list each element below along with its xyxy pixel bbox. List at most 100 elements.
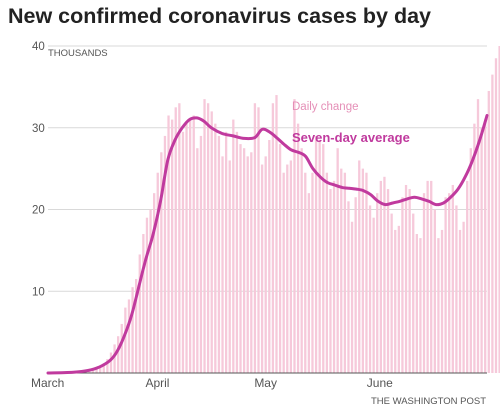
daily-bar <box>131 287 134 373</box>
daily-bar <box>466 180 469 373</box>
daily-bar <box>408 189 411 373</box>
daily-bar <box>95 368 98 373</box>
y-tick-labels: 10 20 30 40 <box>32 41 45 298</box>
daily-bar <box>178 103 181 373</box>
daily-bar <box>422 193 426 373</box>
daily-bar <box>282 172 285 373</box>
daily-bar <box>444 197 447 373</box>
daily-bar <box>415 234 418 373</box>
daily-bar <box>487 90 490 374</box>
daily-bar <box>278 144 282 373</box>
daily-bar <box>311 172 314 373</box>
daily-bar <box>264 156 267 373</box>
daily-bar <box>430 180 433 373</box>
x-tick-labels: March April May June <box>31 376 393 390</box>
daily-bar <box>401 197 404 373</box>
daily-bar <box>332 180 336 373</box>
daily-bar <box>160 152 163 373</box>
daily-change-bars <box>48 46 500 374</box>
daily-bar <box>361 168 365 373</box>
daily-bar <box>145 217 149 373</box>
daily-bar <box>117 336 120 373</box>
daily-bar <box>109 352 113 373</box>
daily-bar <box>394 229 397 373</box>
daily-bar <box>325 172 329 373</box>
daily-bar <box>293 99 296 373</box>
daily-bar <box>343 172 347 373</box>
daily-bar <box>268 140 271 373</box>
daily-bar <box>185 123 188 373</box>
daily-bar <box>239 144 242 373</box>
daily-bar <box>113 344 116 373</box>
daily-bar <box>210 111 213 374</box>
daily-bar <box>232 119 235 373</box>
daily-bar <box>491 74 494 374</box>
daily-bar <box>163 135 167 373</box>
daily-bar <box>174 107 177 373</box>
daily-bar <box>253 103 257 373</box>
source-credit: THE WASHINGTON POST <box>371 396 486 407</box>
daily-bar <box>368 205 372 373</box>
daily-bar <box>181 131 185 373</box>
daily-bar <box>448 193 451 373</box>
daily-bar <box>397 225 400 373</box>
daily-bar <box>286 164 289 373</box>
daily-bar <box>214 123 217 373</box>
daily-bar <box>224 131 228 373</box>
x-tick-label: March <box>31 376 64 390</box>
daily-bar <box>228 160 231 373</box>
daily-bar <box>221 156 224 373</box>
daily-bar <box>206 103 210 373</box>
daily-bar <box>390 213 393 373</box>
daily-bar <box>473 123 476 373</box>
daily-bar <box>289 160 293 373</box>
daily-bar <box>451 184 454 373</box>
daily-bar <box>188 119 192 373</box>
daily-bar <box>455 205 458 373</box>
daily-bar <box>340 168 343 373</box>
daily-bar <box>138 254 141 373</box>
daily-bar <box>120 323 123 373</box>
y-unit-label: THOUSANDS <box>48 48 108 59</box>
daily-bar <box>142 234 145 373</box>
daily-bar <box>127 299 131 373</box>
daily-bar <box>192 115 195 374</box>
daily-bar <box>433 209 436 373</box>
daily-bar <box>153 193 156 373</box>
daily-bar <box>275 95 278 374</box>
daily-bar <box>440 229 444 373</box>
y-tick-label: 30 <box>32 123 45 135</box>
daily-bar <box>476 99 480 373</box>
daily-bar <box>156 172 159 373</box>
daily-bar <box>307 193 311 373</box>
daily-bar <box>484 119 487 373</box>
daily-bar <box>242 148 246 373</box>
seven-day-average-label: Seven-day average <box>292 130 410 145</box>
daily-bar <box>106 359 109 373</box>
daily-bar <box>462 221 465 373</box>
daily-bar <box>365 172 368 373</box>
chart-title: New confirmed coronavirus cases by day <box>8 4 431 28</box>
daily-bar <box>99 366 102 373</box>
y-tick-label: 40 <box>32 41 45 53</box>
daily-bar <box>170 119 174 373</box>
daily-bar <box>322 144 325 373</box>
daily-bar <box>419 238 422 373</box>
daily-bar <box>498 46 500 373</box>
x-tick-label: April <box>145 376 169 390</box>
daily-bar <box>329 189 332 373</box>
daily-bar <box>354 197 357 373</box>
daily-bar <box>217 135 221 373</box>
y-tick-label: 10 <box>32 286 45 298</box>
daily-bar <box>296 123 300 373</box>
daily-change-label: Daily change <box>292 101 358 113</box>
daily-bar <box>304 172 307 373</box>
x-tick-label: May <box>254 376 277 390</box>
daily-bar <box>300 148 303 373</box>
daily-bar <box>135 278 138 373</box>
daily-bar <box>246 156 249 373</box>
daily-bar <box>235 131 239 373</box>
daily-bar <box>102 364 105 373</box>
daily-bar <box>480 127 483 373</box>
